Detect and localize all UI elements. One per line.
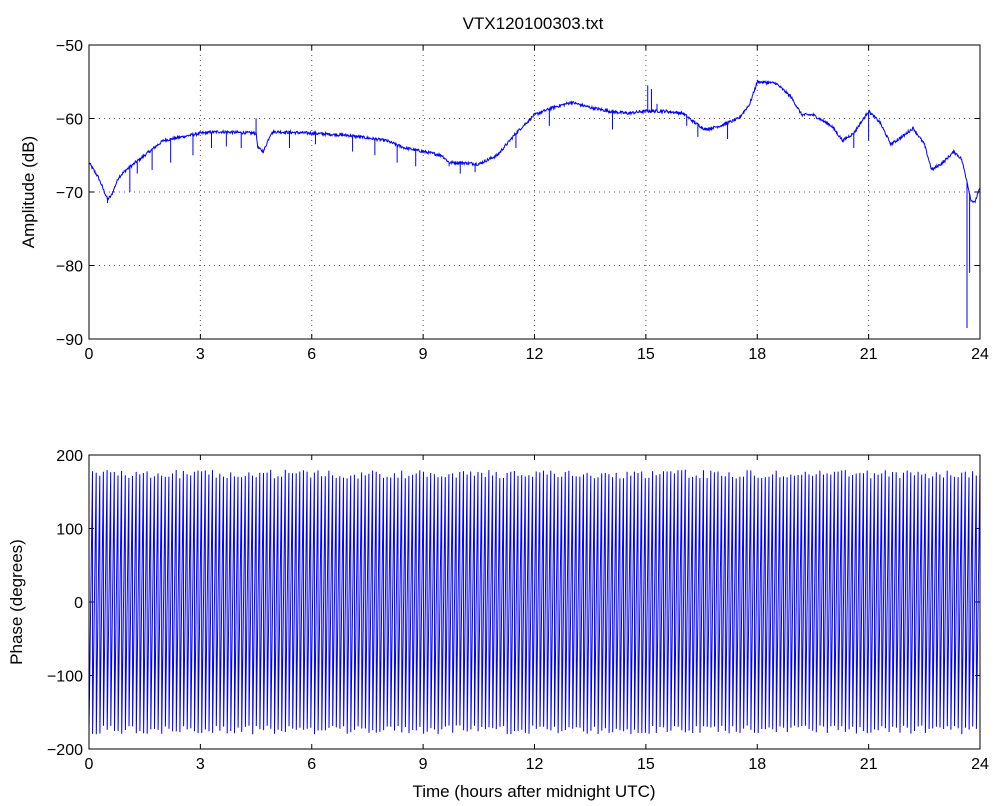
amplitude-axes-frame: [88, 44, 981, 340]
phase-y-tick-label: 0: [74, 595, 83, 612]
phase-y-axis-label: Phase (degrees): [7, 539, 26, 665]
phase-x-tick-label: 12: [526, 756, 544, 773]
amplitude-x-tick-label: 3: [196, 346, 205, 363]
amplitude-x-tick-label: 18: [748, 346, 766, 363]
phase-x-tick-label: 6: [307, 756, 316, 773]
amplitude-x-tick-label: 0: [85, 346, 94, 363]
phase-axes-frame: [88, 454, 981, 750]
amplitude-x-tick-label: 24: [971, 346, 989, 363]
amplitude-y-tick-label: −70: [56, 185, 83, 202]
amplitude-x-tick-label: 9: [419, 346, 428, 363]
figure-title: VTX120100303.txt: [463, 14, 604, 33]
amplitude-y-tick-label: −90: [56, 332, 83, 349]
phase-x-ticks: 0 3 6 9 12 15 18 21 24: [85, 455, 989, 773]
phase-x-tick-label: 9: [419, 756, 428, 773]
amplitude-x-tick-label: 12: [526, 346, 544, 363]
amplitude-y-tick-label: −50: [56, 38, 83, 55]
phase-y-ticks: −200 −100 0 100 200: [47, 448, 980, 759]
phase-x-axis-label: Time (hours after midnight UTC): [412, 782, 655, 801]
amplitude-trace: [88, 79, 981, 204]
amplitude-x-tick-label: 21: [860, 346, 878, 363]
amplitude-y-axis-label: Amplitude (dB): [19, 136, 38, 248]
phase-y-tick-label: 100: [56, 522, 83, 539]
phase-y-tick-label: −200: [47, 742, 83, 759]
phase-x-tick-label: 0: [85, 756, 94, 773]
amplitude-x-tick-label: 15: [637, 346, 655, 363]
amplitude-panel: −90 −80 −70 −60 −50 0 3 6 9 12 15 18 21 24 Amplitude…: [19, 38, 989, 363]
phase-y-tick-label: 200: [56, 448, 83, 465]
phase-x-tick-label: 18: [748, 756, 766, 773]
phase-series: [88, 469, 981, 735]
amplitude-y-tick-label: −80: [56, 259, 83, 276]
phase-y-tick-label: −100: [47, 669, 83, 686]
amplitude-grid: [89, 45, 980, 339]
amplitude-x-tick-label: 6: [307, 346, 316, 363]
phase-x-tick-label: 21: [860, 756, 878, 773]
phase-x-tick-label: 24: [971, 756, 989, 773]
amplitude-x-ticks: 0 3 6 9 12 15 18 21 24: [85, 45, 989, 363]
phase-trace: [88, 469, 981, 735]
phase-x-tick-label: 3: [196, 756, 205, 773]
amplitude-y-tick-label: −60: [56, 112, 83, 129]
phase-x-tick-label: 15: [637, 756, 655, 773]
phase-panel: −200 −100 0 100 200 0 3 6 9 12 15 18 21 24 Phase (de…: [7, 448, 989, 801]
amplitude-series: [88, 79, 981, 328]
